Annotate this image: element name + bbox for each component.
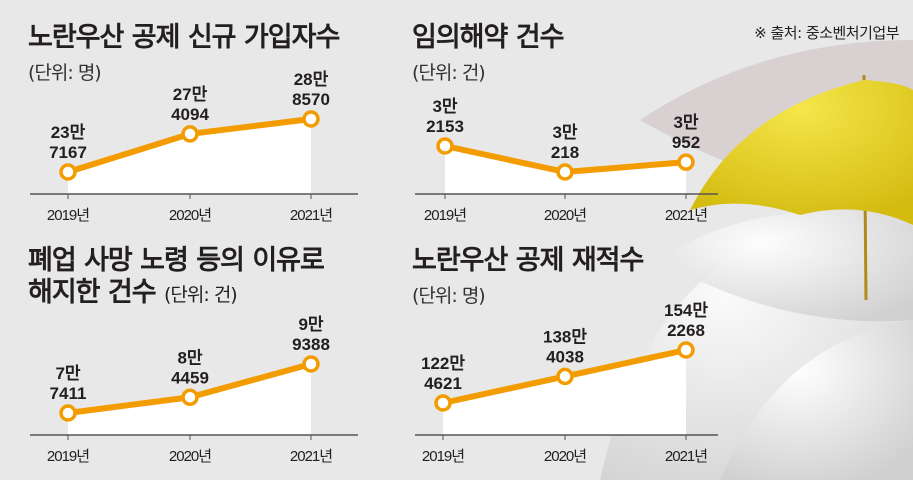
data-point [436,137,454,155]
data-label: 952 [672,133,700,152]
data-label: 218 [551,143,579,162]
x-tick-label: 2020년 [169,207,211,224]
data-point [677,153,695,171]
x-tick-label: 2021년 [290,448,332,465]
unit-label: (단위: 명) [28,62,102,84]
data-label: 7167 [49,143,87,162]
data-point [181,388,199,407]
data-label: 8570 [292,90,330,109]
area-fill [443,350,686,435]
x-tick-label: 2020년 [544,207,586,224]
data-point [181,125,199,143]
data-label: 2153 [426,117,464,136]
chart-title-closure-termination: 폐업 사망 노령 등의 이유로 [28,245,325,276]
x-tick-label: 2019년 [47,207,89,224]
data-point [434,394,452,412]
data-label: 28만 [294,70,329,89]
data-point [302,110,320,128]
data-label: 4038 [546,347,584,366]
data-point [59,163,77,181]
x-tick-label: 2020년 [169,448,211,465]
data-label: 3만 [552,123,577,142]
data-point [556,367,574,386]
data-label: 9만 [298,315,323,334]
area-fill [68,119,311,194]
data-label: 138만 [543,327,587,346]
data-label: 9388 [292,335,330,354]
chart-title-new-subscribers: 노란우산 공제 신규 가입자수 [28,22,340,53]
data-point [556,163,574,181]
data-label: 3만 [432,97,457,116]
source-note: ※ 출처: 중소벤처기업부 [754,24,899,42]
data-point [302,355,320,373]
data-label: 2268 [667,321,705,340]
data-label: 154만 [664,301,708,320]
data-label: 7만 [55,364,80,383]
chart-title-voluntary-termination: 임의해약 건수 [412,22,564,53]
data-point [59,404,77,422]
data-label: 122만 [421,354,465,373]
unit-label: (단위: 건) [412,62,486,84]
data-label: 3만 [673,113,698,132]
unit-label: (단위: 명) [412,285,486,307]
data-point [677,341,695,359]
area-fill [445,146,686,194]
x-tick-label: 2021년 [665,207,707,224]
x-tick-label: 2019년 [422,448,464,465]
x-tick-label: 2021년 [665,448,707,465]
data-label: 7411 [50,384,87,403]
data-label: 4621 [424,374,462,393]
data-label: 4459 [171,368,209,387]
data-label: 8만 [177,348,202,367]
unit-label: (단위: 건) [164,284,238,306]
data-label: 4094 [171,105,209,124]
chart-title-closure-termination-line2: 해지한 건수 (단위: 건) [28,277,238,311]
data-label: 23만 [51,123,86,142]
x-tick-label: 2020년 [544,448,586,465]
x-tick-label: 2019년 [424,207,466,224]
title-line2: 해지한 건수 [28,277,157,308]
x-tick-label: 2019년 [47,448,89,465]
chart-title-enrolled-count: 노란우산 공제 재적수 [412,245,644,276]
x-tick-label: 2021년 [290,207,332,224]
data-label: 27만 [173,85,208,104]
